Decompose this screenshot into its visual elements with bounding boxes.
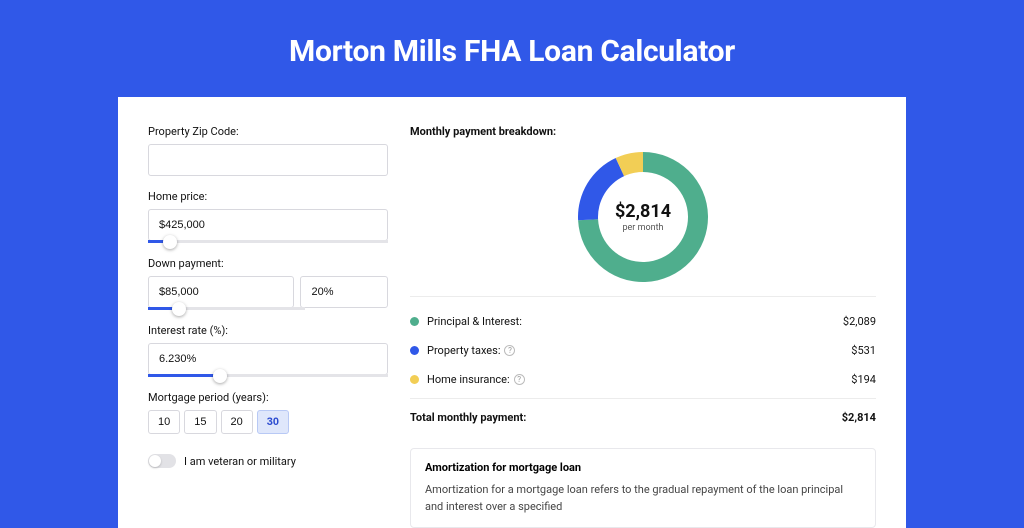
donut-chart: $2,814per month — [578, 152, 708, 282]
legend-total-row: Total monthly payment:$2,814 — [410, 398, 876, 432]
veteran-toggle-row: I am veteran or military — [148, 454, 388, 468]
down-payment-percent-input[interactable] — [300, 276, 388, 308]
page-title: Morton Mills FHA Loan Calculator — [0, 0, 1024, 97]
legend-value: $2,089 — [843, 315, 876, 328]
zip-field-group: Property Zip Code: — [148, 125, 388, 176]
mortgage-period-option-15[interactable]: 15 — [184, 410, 216, 434]
legend-label-text: Property taxes: — [427, 344, 500, 357]
help-icon[interactable]: ? — [514, 374, 525, 385]
interest-rate-label: Interest rate (%): — [148, 324, 388, 337]
interest-rate-input[interactable] — [148, 343, 388, 375]
veteran-toggle-knob — [149, 455, 161, 467]
breakdown-title: Monthly payment breakdown: — [410, 125, 876, 138]
legend-label-text: Home insurance: — [427, 373, 510, 386]
down-payment-amount-input[interactable] — [148, 276, 294, 308]
donut-chart-wrap: $2,814per month — [410, 148, 876, 296]
down-payment-label: Down payment: — [148, 257, 388, 270]
legend-row: Principal & Interest: $2,089 — [410, 307, 876, 336]
amortization-card: Amortization for mortgage loan Amortizat… — [410, 448, 876, 528]
interest-rate-slider-fill — [148, 374, 220, 377]
veteran-toggle-label: I am veteran or military — [184, 455, 296, 468]
help-icon[interactable]: ? — [504, 345, 515, 356]
mortgage-period-option-30[interactable]: 30 — [257, 410, 289, 434]
down-payment-slider-thumb[interactable] — [172, 302, 186, 316]
form-column: Property Zip Code: Home price: Down paym… — [148, 125, 388, 528]
mortgage-period-label: Mortgage period (years): — [148, 391, 388, 404]
legend-dot-icon — [410, 346, 419, 355]
legend-value: $194 — [851, 373, 876, 386]
down-payment-field-group: Down payment: — [148, 257, 388, 310]
home-price-field-group: Home price: — [148, 190, 388, 243]
home-price-input[interactable] — [148, 209, 388, 241]
down-payment-slider[interactable] — [148, 307, 305, 310]
home-price-slider-thumb[interactable] — [163, 235, 177, 249]
legend-total-value: $2,814 — [842, 411, 876, 424]
legend-row: Property taxes:?$531 — [410, 336, 876, 365]
legend-dot-icon — [410, 317, 419, 326]
legend-label: Home insurance:? — [427, 373, 851, 386]
mortgage-period-options: 10152030 — [148, 410, 388, 434]
donut-center-amount: $2,814 — [615, 201, 671, 222]
amortization-title: Amortization for mortgage loan — [425, 461, 861, 474]
zip-label: Property Zip Code: — [148, 125, 388, 138]
legend-label: Principal & Interest: — [427, 315, 843, 328]
veteran-toggle[interactable] — [148, 454, 176, 468]
mortgage-period-option-10[interactable]: 10 — [148, 410, 180, 434]
legend-total-label: Total monthly payment: — [410, 411, 842, 424]
mortgage-period-option-20[interactable]: 20 — [221, 410, 253, 434]
calculator-card: Property Zip Code: Home price: Down paym… — [118, 97, 906, 528]
amortization-body: Amortization for a mortgage loan refers … — [425, 482, 861, 515]
legend-label: Property taxes:? — [427, 344, 851, 357]
breakdown-legend: Principal & Interest: $2,089 Property taxe… — [410, 296, 876, 432]
donut-center-sub: per month — [622, 223, 663, 233]
home-price-slider[interactable] — [148, 240, 388, 243]
interest-rate-slider-thumb[interactable] — [213, 369, 227, 383]
legend-value: $531 — [851, 344, 876, 357]
breakdown-column: Monthly payment breakdown: $2,814per mon… — [410, 125, 876, 528]
home-price-label: Home price: — [148, 190, 388, 203]
interest-rate-field-group: Interest rate (%): — [148, 324, 388, 377]
zip-input[interactable] — [148, 144, 388, 176]
legend-dot-icon — [410, 375, 419, 384]
legend-label-text: Principal & Interest: — [427, 315, 522, 328]
mortgage-period-field-group: Mortgage period (years): 10152030 — [148, 391, 388, 434]
interest-rate-slider[interactable] — [148, 374, 388, 377]
legend-row: Home insurance:?$194 — [410, 365, 876, 394]
